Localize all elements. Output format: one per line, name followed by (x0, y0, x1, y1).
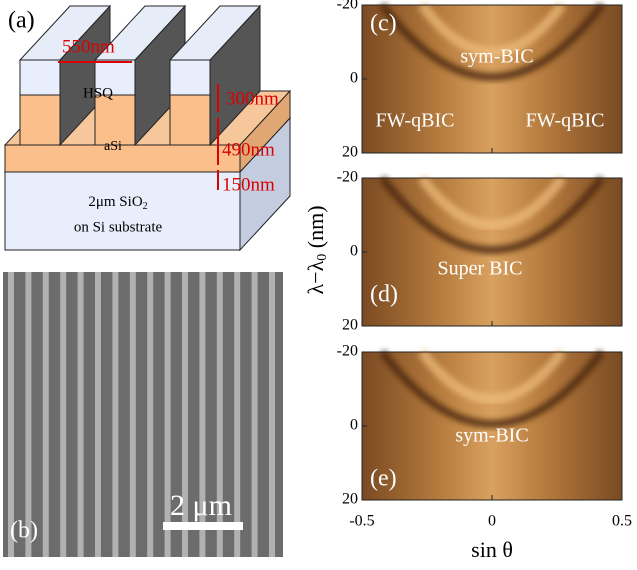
sem-stripe (77, 272, 84, 557)
y-tick-label: -20 (337, 0, 358, 13)
y-axis-label-text: λ−λ (303, 260, 328, 294)
annotation: FW-qBIC (526, 110, 605, 132)
sem-stripe (251, 272, 258, 557)
y-axis-label: λ−λ0 (nm) (303, 205, 330, 294)
dimension-label: 490nm (222, 139, 275, 160)
panel-label: (b) (10, 518, 38, 544)
sem-stripe (164, 272, 171, 557)
panel-label: (a) (8, 8, 35, 34)
sem-stripe (42, 272, 49, 557)
substrate-text: 2μm SiO (88, 194, 142, 210)
mode-curve (417, 2, 567, 57)
ridge-hsq (19, 59, 61, 96)
annotation: FW-qBIC (376, 110, 455, 132)
y-tick-label: 0 (350, 70, 358, 87)
mode-curve (378, 349, 606, 428)
annotation: Super BIC (438, 258, 523, 280)
sem-stripe (234, 272, 241, 557)
annotation: sym-BIC (455, 425, 528, 447)
panel-label: (c) (370, 11, 397, 37)
y-tick-label: 20 (342, 317, 358, 334)
sem-stripe (147, 272, 154, 557)
sem-stripes (8, 272, 275, 557)
x-axis-label: sin θ (471, 537, 513, 562)
sem-stripe (60, 272, 67, 557)
dimension-arrows (58, 61, 219, 190)
panel-label: (e) (370, 466, 397, 492)
scale-bar-label: 2 μm (170, 489, 232, 522)
sem-stripe (269, 272, 275, 557)
sem-stripe (95, 272, 101, 557)
sem-stripe (216, 272, 223, 557)
y-tick-label: 0 (350, 243, 358, 260)
material-label: aSi (104, 139, 122, 154)
mode-curve (378, 2, 606, 81)
ridge-asi (94, 94, 136, 146)
panel-label: (d) (370, 282, 398, 308)
x-tick-label: 0 (488, 513, 496, 530)
y-axis-label-unit: (nm) (303, 205, 328, 253)
annotation: sym-BIC (460, 46, 533, 68)
ridge-asi (19, 94, 61, 146)
sem-stripe (199, 272, 206, 557)
y-tick-label: 20 (342, 491, 358, 508)
sem-stripe (129, 272, 136, 557)
schematic (3, 4, 292, 252)
mode-curve (417, 175, 567, 230)
substrate-label: 2μm SiO2 (88, 194, 147, 212)
dimension-label: 300nm (226, 88, 279, 109)
scale-bar (163, 522, 243, 530)
substrate-label: on Si substrate (74, 219, 163, 235)
x-tick-label: -0.5 (349, 513, 374, 530)
sem-stripe (182, 272, 188, 557)
y-tick-label: 20 (342, 144, 358, 161)
sem-stripe (8, 272, 14, 557)
dimension-label: 150nm (222, 174, 275, 195)
y-axis-label-sub: 0 (315, 254, 330, 261)
y-tick-label: 0 (350, 417, 358, 434)
x-tick-label: 0.5 (612, 513, 632, 530)
ridge-asi (169, 94, 211, 146)
ridge-hsq (169, 59, 211, 96)
mode-curve (378, 175, 606, 254)
y-tick-label: -20 (337, 169, 358, 186)
sem-stripe (112, 272, 119, 557)
sem-stripe (25, 272, 32, 557)
material-label: HSQ (83, 85, 113, 101)
dimension-label: 550nm (62, 36, 115, 57)
y-tick-label: -20 (337, 343, 358, 360)
mode-curve (417, 349, 567, 404)
substrate-sub: 2 (143, 201, 148, 212)
